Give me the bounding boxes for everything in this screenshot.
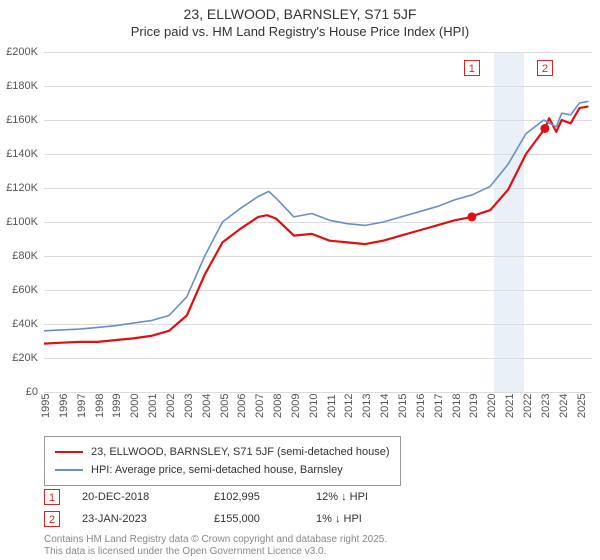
gridline xyxy=(44,392,592,393)
x-tick-label: 1996 xyxy=(58,394,70,418)
legend-swatch xyxy=(55,469,83,472)
sale-row: 1 20-DEC-2018 £102,995 12% ↓ HPI xyxy=(44,486,406,508)
x-tick-label: 2016 xyxy=(415,394,427,418)
x-tick-label: 2023 xyxy=(540,394,552,418)
title-line-2: Price paid vs. HM Land Registry's House … xyxy=(0,24,600,39)
x-tick-label: 2024 xyxy=(558,394,570,418)
figure: 23, ELLWOOD, BARNSLEY, S71 5JF Price pai… xyxy=(0,0,600,560)
x-axis-labels: 1995199619971998199920002001200220032004… xyxy=(44,394,592,438)
y-tick-label: £20K xyxy=(0,352,38,364)
sale-row-num: 2 xyxy=(44,511,60,527)
title-line-1: 23, ELLWOOD, BARNSLEY, S71 5JF xyxy=(0,6,600,22)
y-tick-label: £120K xyxy=(0,182,38,194)
x-tick-label: 2025 xyxy=(576,394,588,418)
y-tick-label: £160K xyxy=(0,114,38,126)
x-tick-label: 2018 xyxy=(451,394,463,418)
sale-marker-dot xyxy=(540,124,549,133)
x-tick-label: 2011 xyxy=(326,394,338,418)
x-tick-label: 2007 xyxy=(254,394,266,418)
x-tick-label: 1999 xyxy=(111,394,123,418)
footnote-line-1: Contains HM Land Registry data © Crown c… xyxy=(44,534,387,546)
x-tick-label: 2013 xyxy=(361,394,373,418)
x-tick-label: 1998 xyxy=(94,394,106,418)
sale-row-price: £102,995 xyxy=(214,491,294,503)
footnote: Contains HM Land Registry data © Crown c… xyxy=(44,534,387,558)
x-tick-label: 2014 xyxy=(379,394,391,418)
sale-row-date: 20-DEC-2018 xyxy=(82,491,192,503)
y-tick-label: £60K xyxy=(0,284,38,296)
legend-label: 23, ELLWOOD, BARNSLEY, S71 5JF (semi-det… xyxy=(91,443,390,461)
legend-label: HPI: Average price, semi-detached house,… xyxy=(91,461,343,479)
x-tick-label: 2001 xyxy=(147,394,159,418)
chart-svg xyxy=(44,52,592,392)
x-tick-label: 2010 xyxy=(308,394,320,418)
x-tick-label: 2022 xyxy=(522,394,534,418)
y-tick-label: £140K xyxy=(0,148,38,160)
sale-row: 2 23-JAN-2023 £155,000 1% ↓ HPI xyxy=(44,508,406,530)
y-tick-label: £180K xyxy=(0,80,38,92)
x-tick-label: 2015 xyxy=(397,394,409,418)
y-tick-label: £80K xyxy=(0,250,38,262)
x-tick-label: 2019 xyxy=(468,394,480,418)
footnote-line-2: This data is licensed under the Open Gov… xyxy=(44,546,387,558)
x-tick-label: 1997 xyxy=(76,394,88,418)
sale-marker-dot xyxy=(467,212,476,221)
sale-row-price: £155,000 xyxy=(214,513,294,525)
sale-marker-box: 2 xyxy=(537,60,553,76)
x-tick-label: 2000 xyxy=(129,394,141,418)
sale-row-delta: 1% ↓ HPI xyxy=(316,513,406,525)
legend-row: 23, ELLWOOD, BARNSLEY, S71 5JF (semi-det… xyxy=(55,443,390,461)
x-tick-label: 2020 xyxy=(486,394,498,418)
x-tick-label: 1995 xyxy=(40,394,52,418)
x-tick-label: 2012 xyxy=(343,394,355,418)
x-tick-label: 2006 xyxy=(236,394,248,418)
sale-marker-box: 1 xyxy=(464,60,480,76)
series-price_paid xyxy=(44,106,588,343)
sale-row-date: 23-JAN-2023 xyxy=(82,513,192,525)
x-tick-label: 2009 xyxy=(290,394,302,418)
x-tick-label: 2021 xyxy=(504,394,516,418)
sale-row-delta: 12% ↓ HPI xyxy=(316,491,406,503)
y-tick-label: £0 xyxy=(0,386,38,398)
series-hpi xyxy=(44,101,588,330)
y-tick-label: £200K xyxy=(0,46,38,58)
x-tick-label: 2008 xyxy=(272,394,284,418)
legend-swatch xyxy=(55,451,83,454)
x-tick-label: 2002 xyxy=(165,394,177,418)
y-tick-label: £100K xyxy=(0,216,38,228)
x-tick-label: 2017 xyxy=(433,394,445,418)
x-tick-label: 2003 xyxy=(183,394,195,418)
x-tick-label: 2005 xyxy=(219,394,231,418)
sale-row-num: 1 xyxy=(44,489,60,505)
legend-row: HPI: Average price, semi-detached house,… xyxy=(55,461,390,479)
sales-table: 1 20-DEC-2018 £102,995 12% ↓ HPI 2 23-JAN-202… xyxy=(44,486,406,530)
chart-area: £0£20K£40K£60K£80K£100K£120K£140K£160K£1… xyxy=(44,52,592,392)
y-tick-label: £40K xyxy=(0,318,38,330)
title-block: 23, ELLWOOD, BARNSLEY, S71 5JF Price pai… xyxy=(0,0,600,39)
x-tick-label: 2004 xyxy=(201,394,213,418)
legend: 23, ELLWOOD, BARNSLEY, S71 5JF (semi-det… xyxy=(44,436,401,486)
